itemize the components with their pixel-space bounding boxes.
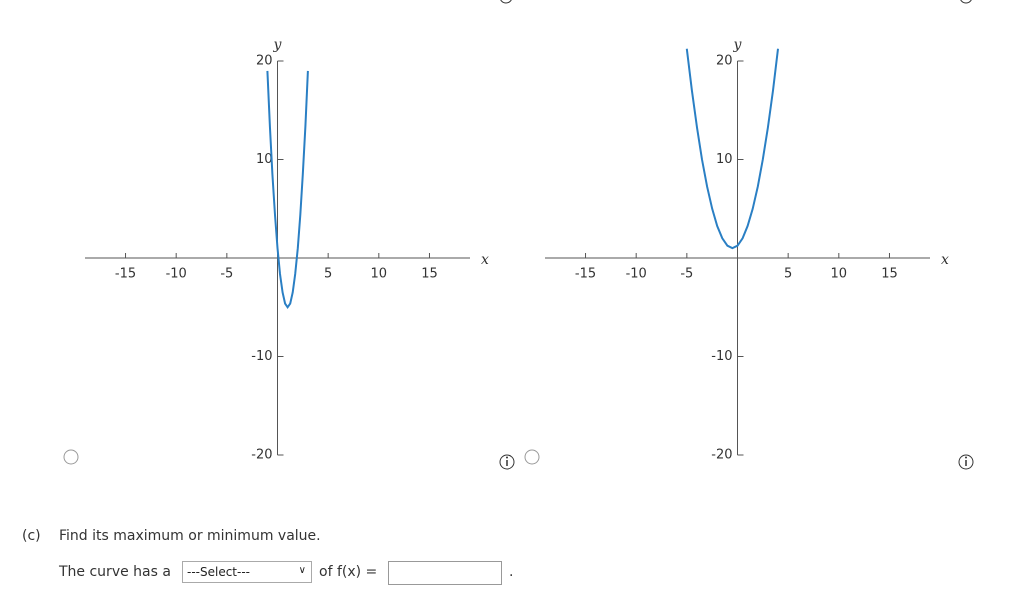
y-tick-label: -20 — [251, 448, 272, 463]
info-icon[interactable] — [499, 454, 515, 470]
x-tick-label: -5 — [680, 267, 693, 282]
select-dropdown[interactable]: ---Select--- — [182, 561, 312, 583]
y-tick-label: -10 — [711, 349, 732, 364]
x-tick-label: 15 — [421, 267, 438, 282]
info-icon[interactable] — [960, 0, 972, 4]
x-tick-label: -5 — [220, 267, 233, 282]
sentence-end: . — [509, 564, 514, 580]
curve — [685, 48, 779, 250]
y-axis-label: y — [273, 37, 283, 53]
x-tick-label: 15 — [881, 267, 898, 282]
info-icon[interactable] — [500, 0, 512, 4]
x-tick-label: 5 — [784, 267, 792, 282]
part-label: (c) — [22, 528, 41, 544]
x-tick-label: -15 — [575, 267, 596, 282]
radio-option[interactable] — [524, 449, 540, 465]
y-tick-label: -10 — [251, 349, 272, 364]
y-axis-label: y — [733, 37, 743, 53]
sentence-start: The curve has a — [59, 564, 171, 580]
x-tick-label: -10 — [626, 267, 647, 282]
prompt: Find its maximum or minimum value. — [59, 528, 321, 544]
sentence-middle: of f(x) = — [319, 564, 378, 580]
x-tick-label: -15 — [115, 267, 136, 282]
y-tick-label: -20 — [711, 448, 732, 463]
x-tick-label: 10 — [371, 267, 388, 282]
select-placeholder: ---Select--- — [187, 565, 250, 579]
x-tick-label: -10 — [166, 267, 187, 282]
x-tick-label: 5 — [324, 267, 332, 282]
y-tick-label: 10 — [256, 152, 273, 167]
y-tick-label: 20 — [256, 54, 273, 69]
x-axis-label: x — [481, 252, 489, 268]
x-tick-label: 10 — [831, 267, 848, 282]
info-icon[interactable] — [958, 454, 974, 470]
answer-input[interactable] — [388, 561, 502, 585]
curve — [266, 70, 309, 310]
y-tick-label: 10 — [716, 152, 733, 167]
x-axis-label: x — [941, 252, 949, 268]
y-tick-label: 20 — [716, 54, 733, 69]
radio-option[interactable] — [63, 449, 79, 465]
